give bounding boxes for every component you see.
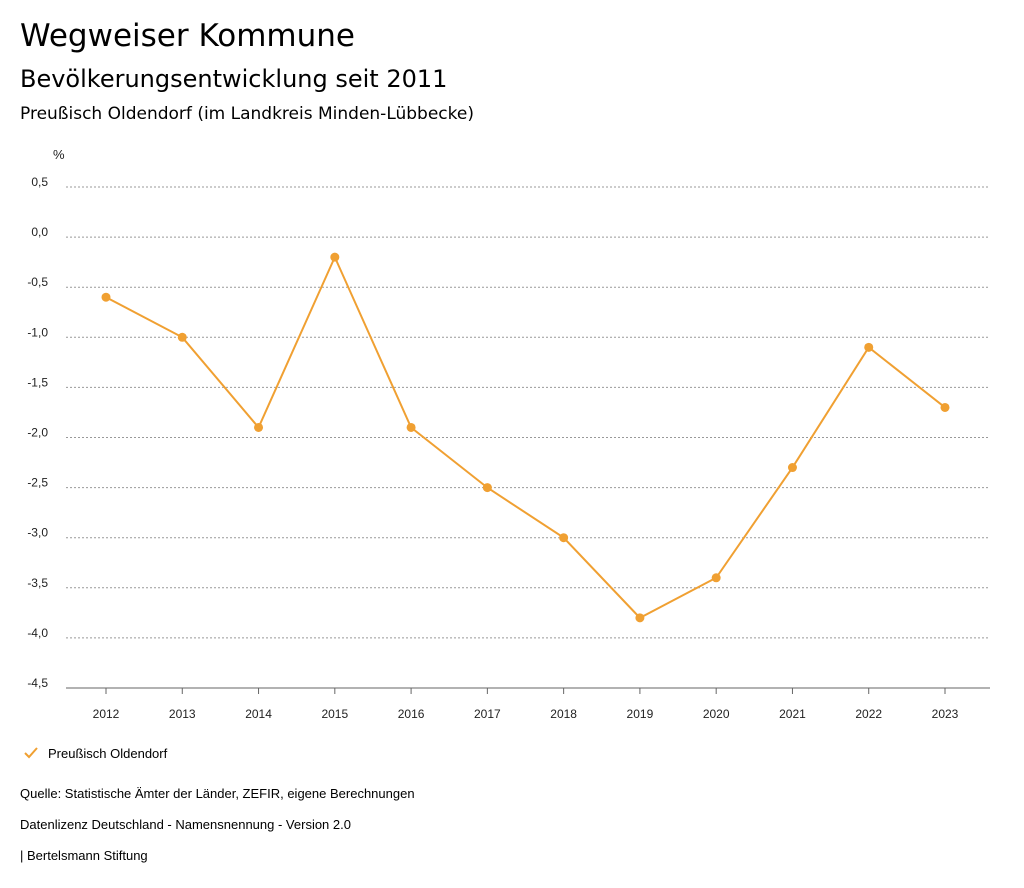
y-tick-label: -1,0: [27, 325, 48, 339]
y-tick-label: -0,5: [27, 275, 48, 289]
x-tick-label: 2021: [779, 707, 806, 721]
data-point[interactable]: [787, 463, 797, 473]
data-point[interactable]: [330, 252, 340, 262]
y-axis-ticks: 0,5 0,0 -0,5 -1,0 -1,5 -2,0 -2,5 -3,0 -3,5 -4,0 -4…: [27, 175, 48, 690]
x-tick-label: 2015: [321, 707, 348, 721]
y-tick-label: 0,5: [31, 175, 48, 189]
data-point[interactable]: [101, 292, 111, 302]
x-tick-label: 2020: [703, 707, 730, 721]
page-title: Wegweiser Kommune: [20, 18, 355, 54]
x-tick-label: 2023: [932, 707, 959, 721]
legend[interactable]: Preußisch Oldendorf: [22, 744, 167, 762]
x-tick-label: 2013: [169, 707, 196, 721]
data-point[interactable]: [482, 483, 492, 493]
x-tick-label: 2016: [398, 707, 425, 721]
region-title: Preußisch Oldendorf (im Landkreis Minden…: [20, 104, 474, 124]
data-point[interactable]: [559, 533, 569, 543]
x-tick-label: 2022: [855, 707, 882, 721]
publisher-note: | Bertelsmann Stiftung: [20, 848, 148, 863]
y-tick-label: 0,0: [31, 225, 48, 239]
y-tick-label: -4,5: [27, 676, 48, 690]
data-point[interactable]: [177, 332, 187, 342]
x-axis-ticks: 2012 2013 2014 2015 2016 2017 2018 2019 2020 2021…: [93, 688, 959, 721]
y-tick-label: -3,0: [27, 526, 48, 540]
source-note: Quelle: Statistische Ämter der Länder, Z…: [20, 786, 415, 801]
x-tick-label: 2018: [550, 707, 577, 721]
y-tick-label: -2,5: [27, 476, 48, 490]
data-point[interactable]: [254, 422, 264, 432]
y-tick-label: -4,0: [27, 626, 48, 640]
license-note: Datenlizenz Deutschland - Namensnennung …: [20, 817, 351, 832]
data-point[interactable]: [711, 573, 721, 583]
y-tick-label: -1,5: [27, 375, 48, 389]
data-point[interactable]: [635, 613, 645, 623]
x-tick-label: 2019: [627, 707, 654, 721]
x-tick-label: 2012: [93, 707, 120, 721]
x-tick-label: 2017: [474, 707, 501, 721]
y-axis-unit-label: %: [53, 147, 65, 162]
y-tick-label: -3,5: [27, 576, 48, 590]
series-line[interactable]: [105, 254, 946, 620]
legend-item-label: Preußisch Oldendorf: [48, 745, 168, 761]
y-tick-label: -2,0: [27, 426, 48, 440]
data-point[interactable]: [940, 402, 950, 412]
chart-subtitle: Bevölkerungsentwicklung seit 2011: [20, 65, 448, 93]
legend-check-icon: [24, 747, 38, 759]
gridlines: [66, 186, 990, 639]
x-tick-label: 2014: [245, 707, 272, 721]
data-point[interactable]: [864, 342, 874, 352]
data-point[interactable]: [406, 422, 416, 432]
series-preussisch-oldendorf[interactable]: [101, 252, 950, 623]
line-chart: % 0,5 0,0 -0,5 -1,0 -1,5 -2,0 -2,5 -3,0 -3,5 -4,0…: [27, 147, 990, 721]
